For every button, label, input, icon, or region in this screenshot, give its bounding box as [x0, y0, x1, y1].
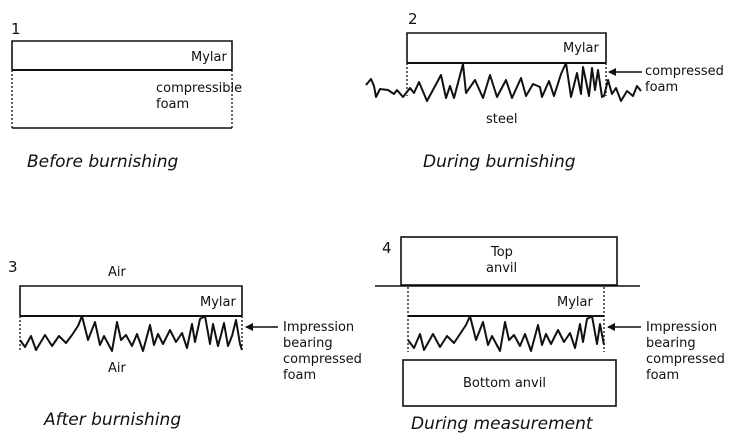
top-anvil-block: [400, 236, 618, 286]
bottom-anvil-label: Bottom anvil: [463, 376, 546, 391]
panel-3-foam-label-line4: foam: [283, 368, 317, 383]
panel-4-impression-surface: [407, 315, 605, 352]
panel-3-air-top-label: Air: [108, 265, 126, 280]
panel-3-air-bottom-label: Air: [108, 361, 126, 376]
panel-3-caption: After burnishing: [44, 410, 182, 430]
panel-2-steel-surface: [365, 62, 642, 102]
panel-2-foam-label-line1: compressed: [645, 64, 724, 79]
panel-1-caption: Before burnishing: [27, 152, 179, 172]
panel-3-mylar-label: Mylar: [200, 295, 236, 310]
panel-2-foam-label-line2: foam: [645, 80, 679, 95]
panel-2-drawing: [365, 32, 642, 102]
panel-4-foam-label-line4: foam: [646, 368, 680, 383]
panel-2-number: 2: [408, 10, 418, 28]
panel-4-caption: During measurement: [411, 414, 593, 434]
panel-1-foam-label-line2: foam: [156, 97, 190, 112]
top-anvil-label-line1: Top: [491, 245, 513, 260]
panel-2-steel-label: steel: [486, 112, 518, 127]
panel-1-mylar-label: Mylar: [191, 50, 227, 65]
panel-3-foam-label-line1: Impression: [283, 320, 355, 335]
panel-1-top-bracket: [11, 40, 233, 70]
panel-4-foam-label-line1: Impression: [646, 320, 718, 335]
panel-3-foam-label-line3: compressed: [283, 352, 362, 367]
panel-4-mylar-label: Mylar: [557, 295, 593, 310]
panel-4-foam-label-line2: bearing: [646, 336, 696, 351]
panel-1-foam-label-line1: compressible: [156, 81, 243, 96]
panel-2-caption: During burnishing: [423, 152, 576, 172]
panel-2-top-bracket: [406, 32, 607, 63]
panel-3-impression-surface: [19, 315, 243, 352]
top-anvil-label-line2: anvil: [486, 261, 518, 276]
panel-2-mylar-label: Mylar: [563, 41, 599, 56]
panel-3-top-bracket: [19, 285, 243, 316]
panel-1-drawing: [11, 40, 233, 129]
panel-3-foam-label-line2: bearing: [283, 336, 333, 351]
panel-4-drawing: [375, 236, 641, 407]
panel-4-foam-label-line3: compressed: [646, 352, 725, 367]
panel-4-number: 4: [382, 239, 392, 257]
panel-3-number: 3: [8, 258, 18, 276]
panel-1-number: 1: [11, 20, 21, 38]
bottom-anvil-block: [402, 359, 617, 407]
panel-3-drawing: [19, 285, 278, 352]
